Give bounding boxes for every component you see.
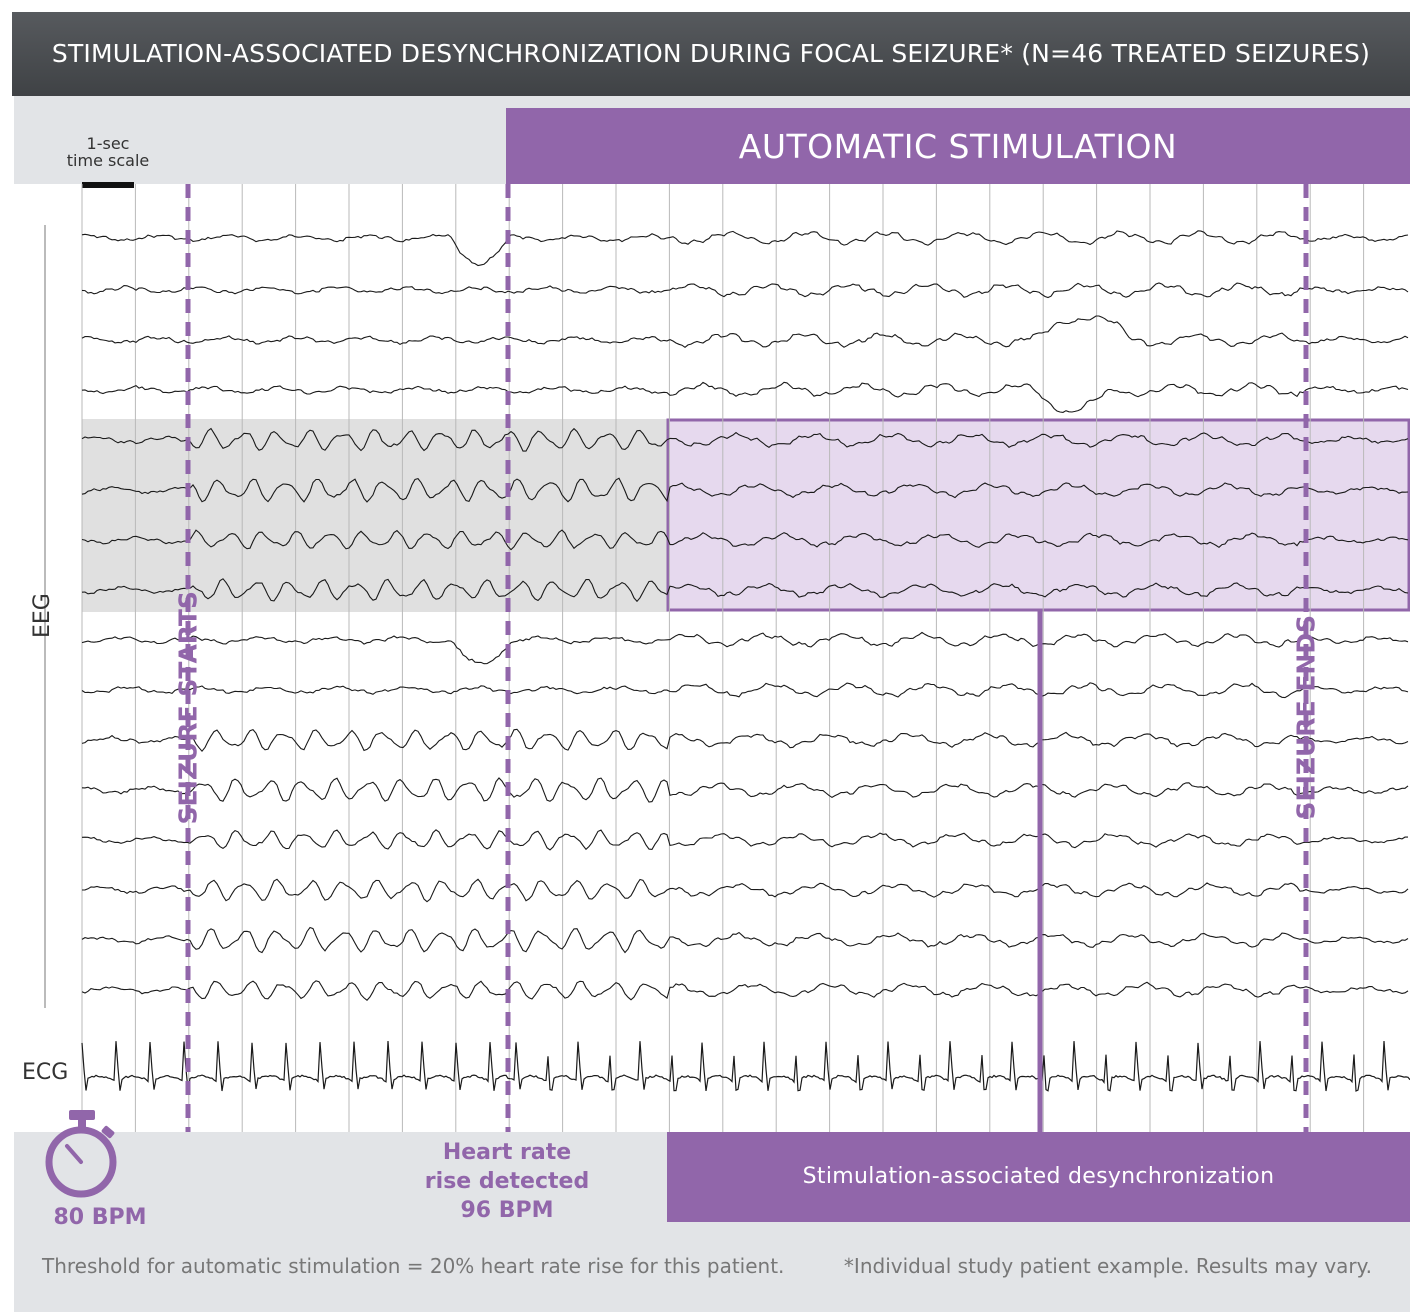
page-title: STIMULATION-ASSOCIATED DESYNCHRONIZATION… bbox=[51, 39, 1371, 68]
eeg-trace bbox=[81, 427, 1409, 452]
eeg-trace bbox=[81, 230, 1409, 267]
eeg-trace bbox=[81, 926, 1409, 954]
baseline-bpm-label: 80 BPM bbox=[53, 1205, 147, 1230]
desynchronization-banner: Stimulation-associated desynchronization bbox=[667, 1132, 1410, 1222]
ecg-trace bbox=[81, 1040, 1410, 1092]
eeg-trace bbox=[81, 477, 1409, 503]
time-scale-line2: time scale bbox=[66, 151, 150, 170]
seizure-starts-label: SEIZURE STARTS bbox=[173, 591, 203, 825]
eeg-trace bbox=[81, 529, 1409, 551]
stopwatch-icon bbox=[45, 1110, 117, 1198]
baseline-highlight bbox=[82, 419, 668, 612]
eeg-trace bbox=[81, 282, 1409, 299]
eeg-trace bbox=[81, 315, 1409, 348]
eeg-trace bbox=[81, 381, 1409, 413]
eeg-trace bbox=[81, 578, 1409, 603]
heart-rate-line2: rise detected bbox=[424, 1169, 590, 1194]
eeg-trace bbox=[81, 878, 1409, 903]
disclaimer-footnote: *Individual study patient example. Resul… bbox=[843, 1254, 1372, 1278]
eeg-trace bbox=[81, 728, 1409, 753]
title-bar: STIMULATION-ASSOCIATED DESYNCHRONIZATION… bbox=[12, 12, 1410, 96]
heart-rate-detected-label: Heart rate rise detected 96 BPM bbox=[400, 1138, 614, 1225]
time-scale-bar bbox=[82, 182, 134, 188]
heart-rate-line3: 96 BPM bbox=[460, 1198, 554, 1223]
time-scale-label: 1-sec time scale bbox=[50, 135, 166, 169]
threshold-footnote: Threshold for automatic stimulation = 20… bbox=[42, 1254, 785, 1278]
automatic-stimulation-banner: AUTOMATIC STIMULATION bbox=[506, 108, 1410, 184]
eeg-trace bbox=[81, 682, 1409, 699]
desynchronization-highlight bbox=[666, 418, 1410, 612]
trace-area bbox=[14, 184, 1410, 1132]
heart-rate-line1: Heart rate bbox=[442, 1140, 572, 1165]
eeg-trace bbox=[81, 777, 1409, 803]
ecg-axis-label: ECG bbox=[22, 1060, 69, 1085]
time-scale-line1: 1-sec bbox=[86, 134, 130, 153]
eeg-trace bbox=[81, 980, 1409, 1001]
eeg-axis-label: EEG bbox=[30, 593, 55, 638]
seizure-ends-label: SEIZURE ENDS bbox=[1291, 614, 1321, 820]
eeg-trace bbox=[81, 631, 1409, 665]
eeg-trace bbox=[81, 829, 1408, 851]
